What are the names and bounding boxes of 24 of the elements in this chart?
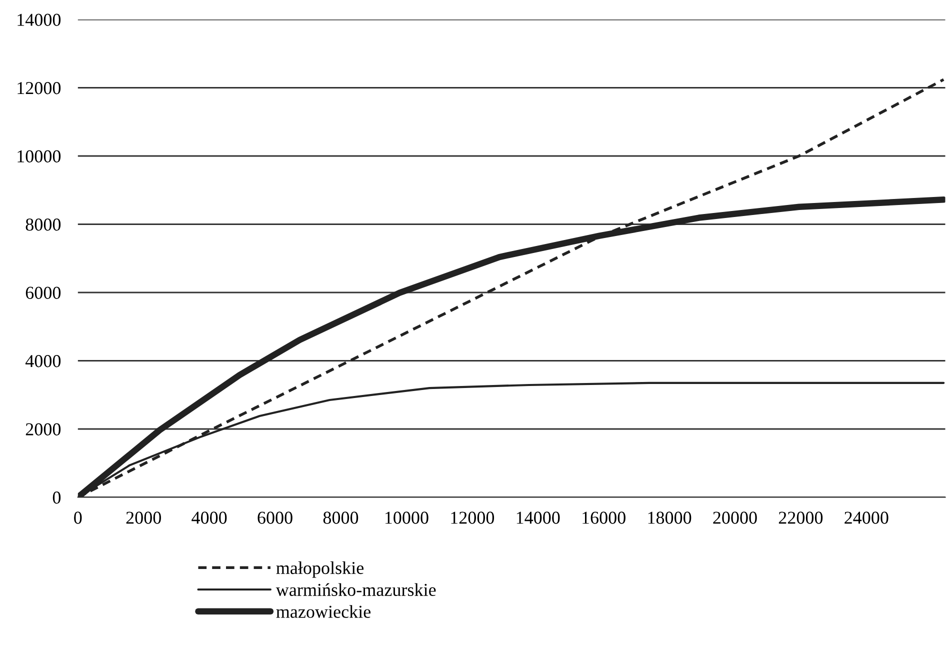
x-tick-label: 22000 [778, 512, 823, 524]
x-tick-label: 24000 [844, 512, 888, 524]
x-tick-label: 12000 [451, 512, 494, 524]
legend-label: mazowieckie [276, 605, 370, 618]
y-tick-label: 12000 [18, 82, 61, 94]
y-tick-label: 2000 [26, 423, 61, 436]
x-tick-label: 18000 [648, 512, 692, 524]
y-tick-label: 8000 [26, 218, 61, 231]
x-tick-label: 4000 [192, 512, 227, 524]
y-tick-label: 0 [52, 492, 61, 504]
y-tick-label: 4000 [25, 355, 61, 368]
x-tick-label: 8000 [323, 512, 358, 524]
x-tick-label: 14000 [516, 512, 560, 524]
y-tick-label: 6000 [26, 286, 61, 299]
legend-label: małopolskie [276, 561, 364, 578]
y-tick-label: 14000 [18, 14, 61, 26]
x-tick-label: 2000 [126, 512, 161, 524]
x-tick-label: 20000 [713, 512, 757, 524]
x-tick-label: 10000 [385, 512, 428, 524]
x-tick-label: 6000 [258, 512, 292, 524]
x-tick-label: 0 [74, 512, 82, 524]
legend-label: warmińsko-mazurskie [276, 583, 436, 596]
x-tick-label: 16000 [582, 512, 626, 524]
y-tick-label: 10000 [18, 150, 61, 162]
